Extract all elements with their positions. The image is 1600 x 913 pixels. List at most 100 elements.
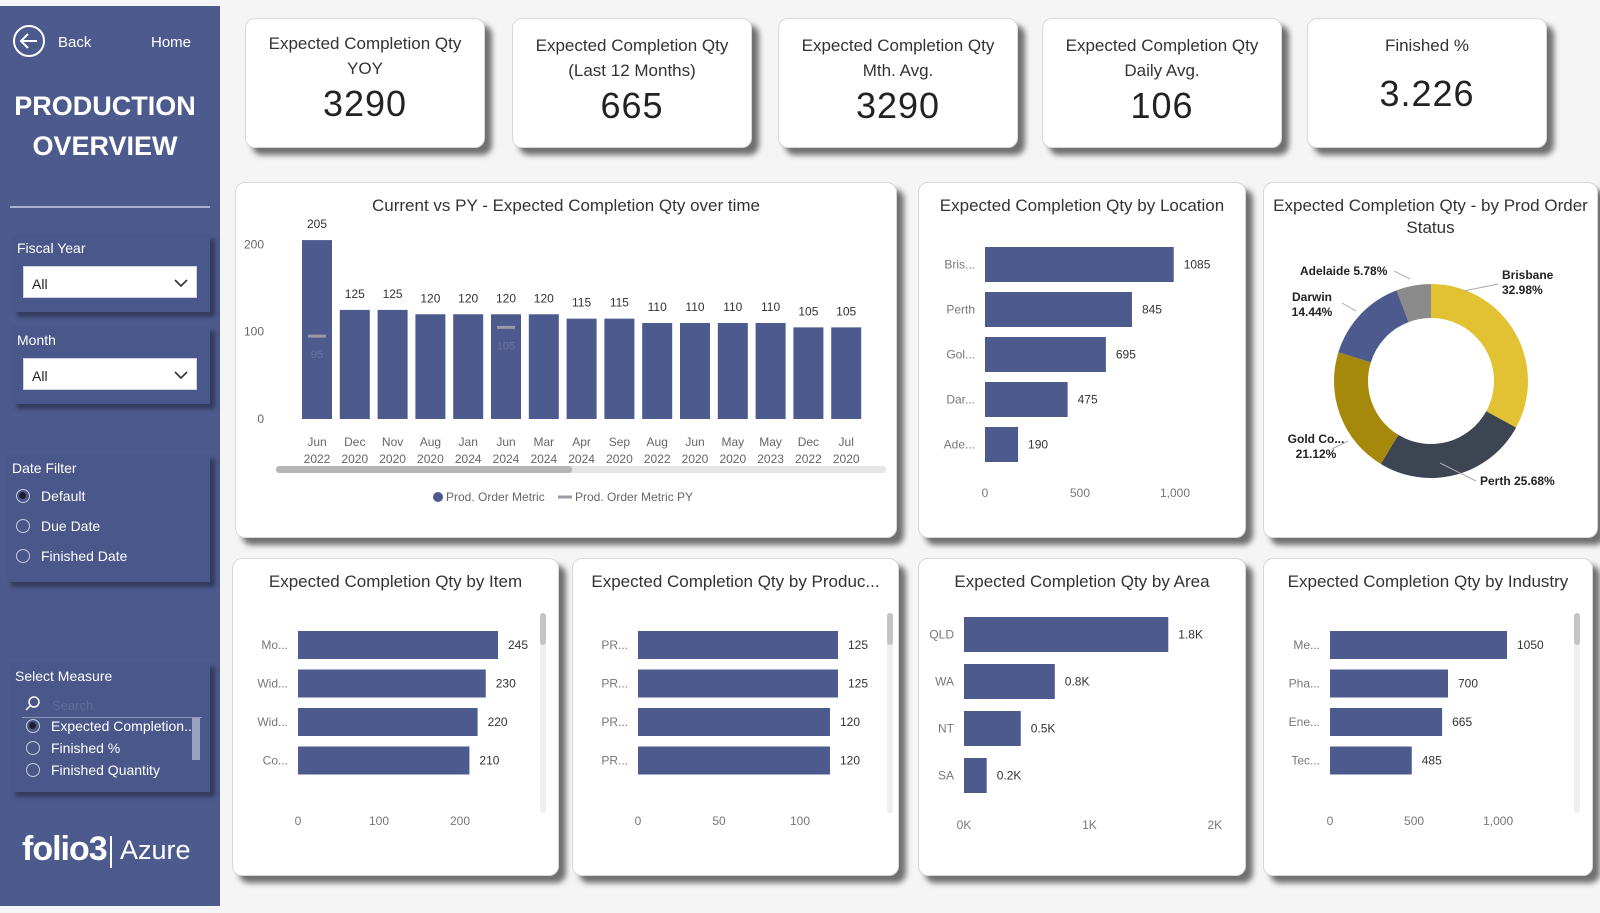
measure-search-input[interactable]: Search [22,692,202,718]
bar [755,323,786,419]
x-tick-label: Jun [496,435,515,449]
kpi-label: Expected Completion Qty (Last 12 Months) [513,33,751,83]
bar [793,327,824,419]
kpi-label-line-1: Finished % [1384,36,1470,55]
month-dropdown[interactable]: All [23,358,197,390]
x-tick-label: Nov [382,435,403,449]
kpi-value: 106 [1130,85,1194,126]
kpi-label-line-2: YOY [347,59,383,78]
category-label: PR... [601,638,628,652]
date-filter-due-date[interactable]: Due Date [16,518,100,534]
x-tick-label: May [721,435,744,449]
data-label: 115 [610,296,629,310]
x-tick-label: 2020 [341,452,368,466]
x-tick-label: 0K [957,818,972,832]
category-label: QLD [929,628,954,642]
chart-item: Mo... 245 Wid... 230 Wid... 220 Co... 210 0 100 20… [257,613,546,828]
back-link[interactable]: Back [58,34,92,51]
bar [964,711,1021,746]
fiscal-year-slicer: Fiscal Year All [12,234,210,312]
kpi-label: Expected Completion Qty Daily Avg. [1043,33,1281,83]
data-label: 0.5K [1031,722,1056,736]
radio-label: Default [41,488,86,504]
category-label: SA [938,769,954,783]
kpi-label-line-1: Expected Completion Qty [801,36,995,55]
category-label: Ade... [944,438,975,452]
date-filter-default[interactable]: Default [16,488,85,504]
fiscal-year-value: All [32,276,48,292]
measure-scrollbar[interactable] [192,718,200,760]
bar [964,758,987,793]
x-tick-label: Mar [533,435,554,449]
bar [964,617,1169,652]
chart-card-area: Expected Completion Qty by Area QLD 1.8K W… [918,558,1246,876]
leader-line [1463,283,1499,292]
data-label: 205 [307,217,327,231]
x-tick-label: 200 [450,814,470,828]
category-label: WA [935,675,954,689]
home-link[interactable]: Home [151,34,192,51]
date-filter-finished-date[interactable]: Finished Date [16,548,127,564]
kpi-label-line-2: Mth. Avg. [862,61,934,80]
slice-value-label: 21.12% [1296,447,1337,461]
x-tick-label: Jul [839,435,854,449]
donut-slice [1338,290,1409,363]
radio-icon [26,763,40,777]
chart-title: Expected Completion Qty by Item [268,572,523,591]
category-label: NT [938,722,955,736]
chart-card-product: Expected Completion Qty by Produc... PR.… [572,558,899,876]
category-label: Pha... [1289,677,1320,691]
select-measure-panel: Select Measure Search Expected Completio… [10,662,210,792]
bar [717,323,748,419]
back-arrow-icon[interactable] [12,24,46,58]
measure-finished-pct[interactable]: Finished % [26,740,120,756]
x-tick-label: 500 [1404,814,1424,828]
radio-label: Due Date [41,518,101,534]
data-label: 125 [848,677,868,691]
chart-product: PR... 125 PR... 125 PR... 120 PR... 120 0 50 100 [601,613,893,828]
donut-slice [1396,284,1431,323]
x-tick-label: May [759,435,782,449]
bar [566,318,597,419]
vertical-scrollbar-track [540,613,546,813]
category-label: PR... [601,715,628,729]
y-tick-label: 200 [244,237,264,251]
category-label: Gol... [946,348,975,362]
leader-line [1341,302,1357,312]
kpi-label-line-1: Expected Completion Qty [1065,36,1259,55]
chart-title: Expected Completion Qty by Location [939,196,1225,215]
x-tick-label: 1,000 [1160,486,1190,500]
fiscal-year-dropdown[interactable]: All [23,266,197,298]
slice-label: Adelaide 5.78% [1300,264,1388,278]
legend-label-current: Prod. Order Metric [446,490,545,504]
kpi-card-daily-avg: Expected Completion Qty Daily Avg. 106 [1042,18,1282,148]
x-tick-label: Jun [307,435,326,449]
data-label: 190 [1028,438,1048,452]
x-tick-label: 50 [712,814,726,828]
radio-label: Finished Quantity [51,762,160,778]
radio-selected-icon [26,719,40,733]
x-tick-label: Dec [344,435,365,449]
measure-finished-qty[interactable]: Finished Quantity [26,762,160,778]
data-label: 125 [345,287,365,301]
chart-title: Expected Completion Qty by Area [954,572,1210,591]
data-label: 110 [723,300,742,314]
vertical-scrollbar-track [1574,613,1580,813]
bar [415,314,446,419]
data-label: 105 [798,304,818,318]
kpi-card-finished-pct: Finished % 3.226 [1307,18,1547,148]
bar [491,314,521,419]
bar [302,240,332,419]
measure-expected-completion[interactable]: Expected Completion... [26,718,196,734]
month-slicer: Month All [12,326,210,404]
data-label: 1.8K [1178,628,1203,642]
py-data-label: 105 [497,340,515,352]
slice-label: Darwin [1292,290,1332,304]
bar [298,669,486,698]
x-tick-label: 1K [1082,818,1097,832]
bar [638,746,830,775]
chart-title: Expected Completion Qty - by Prod Order … [1273,196,1588,237]
kpi-label-line-2: Daily Avg. [1124,61,1200,80]
bar [604,318,635,419]
chart-card-item: Expected Completion Qty by Item Mo... 245… [232,558,559,876]
